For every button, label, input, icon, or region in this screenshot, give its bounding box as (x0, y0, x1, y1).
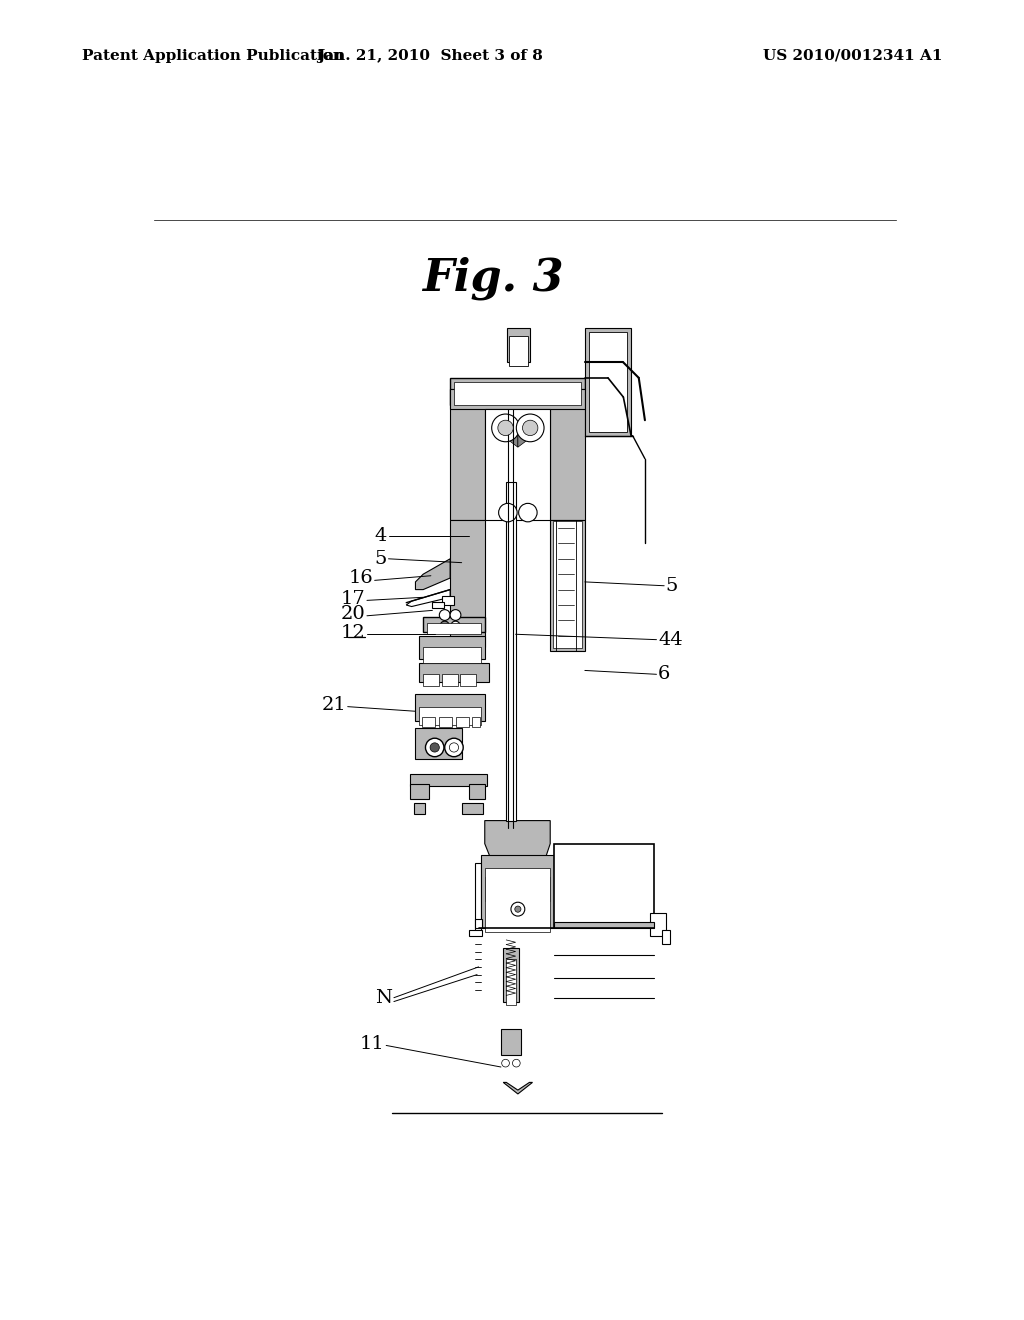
Circle shape (430, 743, 439, 752)
Circle shape (498, 420, 513, 436)
Bar (456, 718, 469, 726)
Bar (506, 482, 515, 821)
Bar (484, 876, 550, 902)
Polygon shape (518, 424, 534, 447)
Bar (438, 718, 453, 726)
Bar (416, 693, 484, 721)
Text: Patent Application Publication: Patent Application Publication (82, 49, 344, 63)
Bar (451, 378, 585, 405)
Text: 4: 4 (375, 527, 387, 545)
Bar (650, 913, 666, 936)
Bar (427, 623, 481, 635)
Bar (589, 331, 628, 432)
Circle shape (440, 622, 450, 631)
Bar (460, 675, 475, 686)
Text: 11: 11 (359, 1035, 385, 1053)
Bar (484, 409, 550, 520)
Bar (509, 335, 528, 367)
Bar (419, 636, 484, 659)
Bar (454, 381, 581, 405)
Circle shape (439, 610, 451, 620)
Bar (419, 706, 481, 725)
Circle shape (451, 622, 460, 631)
Bar (503, 948, 518, 1002)
Bar (410, 784, 429, 799)
Text: 5: 5 (666, 577, 678, 595)
Bar (550, 405, 585, 520)
Bar (550, 520, 585, 651)
Text: 21: 21 (322, 696, 346, 714)
Circle shape (516, 414, 544, 442)
Text: 17: 17 (341, 590, 366, 607)
Text: 44: 44 (658, 631, 683, 648)
Bar (481, 855, 554, 928)
Bar (481, 867, 554, 898)
Circle shape (444, 738, 463, 756)
Bar (472, 718, 480, 726)
Circle shape (518, 503, 538, 521)
Bar (553, 521, 582, 648)
Text: Jan. 21, 2010  Sheet 3 of 8: Jan. 21, 2010 Sheet 3 of 8 (317, 49, 543, 63)
Bar (662, 929, 670, 944)
Bar (469, 929, 481, 936)
Bar (432, 602, 444, 609)
Bar (442, 675, 458, 686)
Bar (554, 923, 654, 928)
Bar (507, 327, 530, 363)
Bar (462, 803, 483, 814)
Circle shape (512, 1059, 520, 1067)
Bar (423, 616, 484, 632)
Circle shape (515, 906, 521, 912)
Bar (506, 960, 516, 1006)
Bar (475, 919, 482, 928)
Text: US 2010/0012341 A1: US 2010/0012341 A1 (763, 49, 942, 63)
Bar (585, 327, 631, 436)
Circle shape (451, 610, 461, 620)
Bar (419, 663, 488, 682)
Polygon shape (503, 424, 518, 447)
Bar (469, 784, 484, 799)
Text: 20: 20 (341, 606, 366, 623)
Text: N: N (376, 989, 392, 1007)
Polygon shape (407, 590, 451, 607)
Circle shape (492, 414, 519, 442)
Bar (423, 675, 438, 686)
Bar (410, 775, 487, 785)
Text: 5: 5 (375, 550, 387, 568)
Circle shape (425, 738, 444, 756)
Bar (442, 595, 454, 605)
Text: 16: 16 (348, 569, 373, 587)
Bar (422, 718, 435, 726)
Bar (451, 389, 473, 405)
Bar (484, 869, 550, 932)
Bar (414, 803, 425, 814)
Bar (501, 1028, 521, 1056)
Text: 12: 12 (341, 624, 366, 643)
Polygon shape (484, 821, 550, 898)
Circle shape (522, 420, 538, 436)
Bar (416, 729, 462, 759)
Bar (451, 520, 484, 647)
Bar (423, 647, 481, 663)
Polygon shape (416, 558, 451, 590)
Bar (475, 863, 481, 932)
Circle shape (502, 1059, 509, 1067)
Bar (562, 389, 585, 405)
Bar (554, 843, 654, 928)
Bar (451, 405, 484, 520)
Polygon shape (503, 1082, 532, 1094)
Circle shape (511, 903, 524, 916)
Text: 6: 6 (658, 665, 671, 684)
Circle shape (499, 503, 517, 521)
Circle shape (450, 743, 459, 752)
Bar (451, 389, 585, 409)
Text: Fig. 3: Fig. 3 (422, 256, 563, 300)
